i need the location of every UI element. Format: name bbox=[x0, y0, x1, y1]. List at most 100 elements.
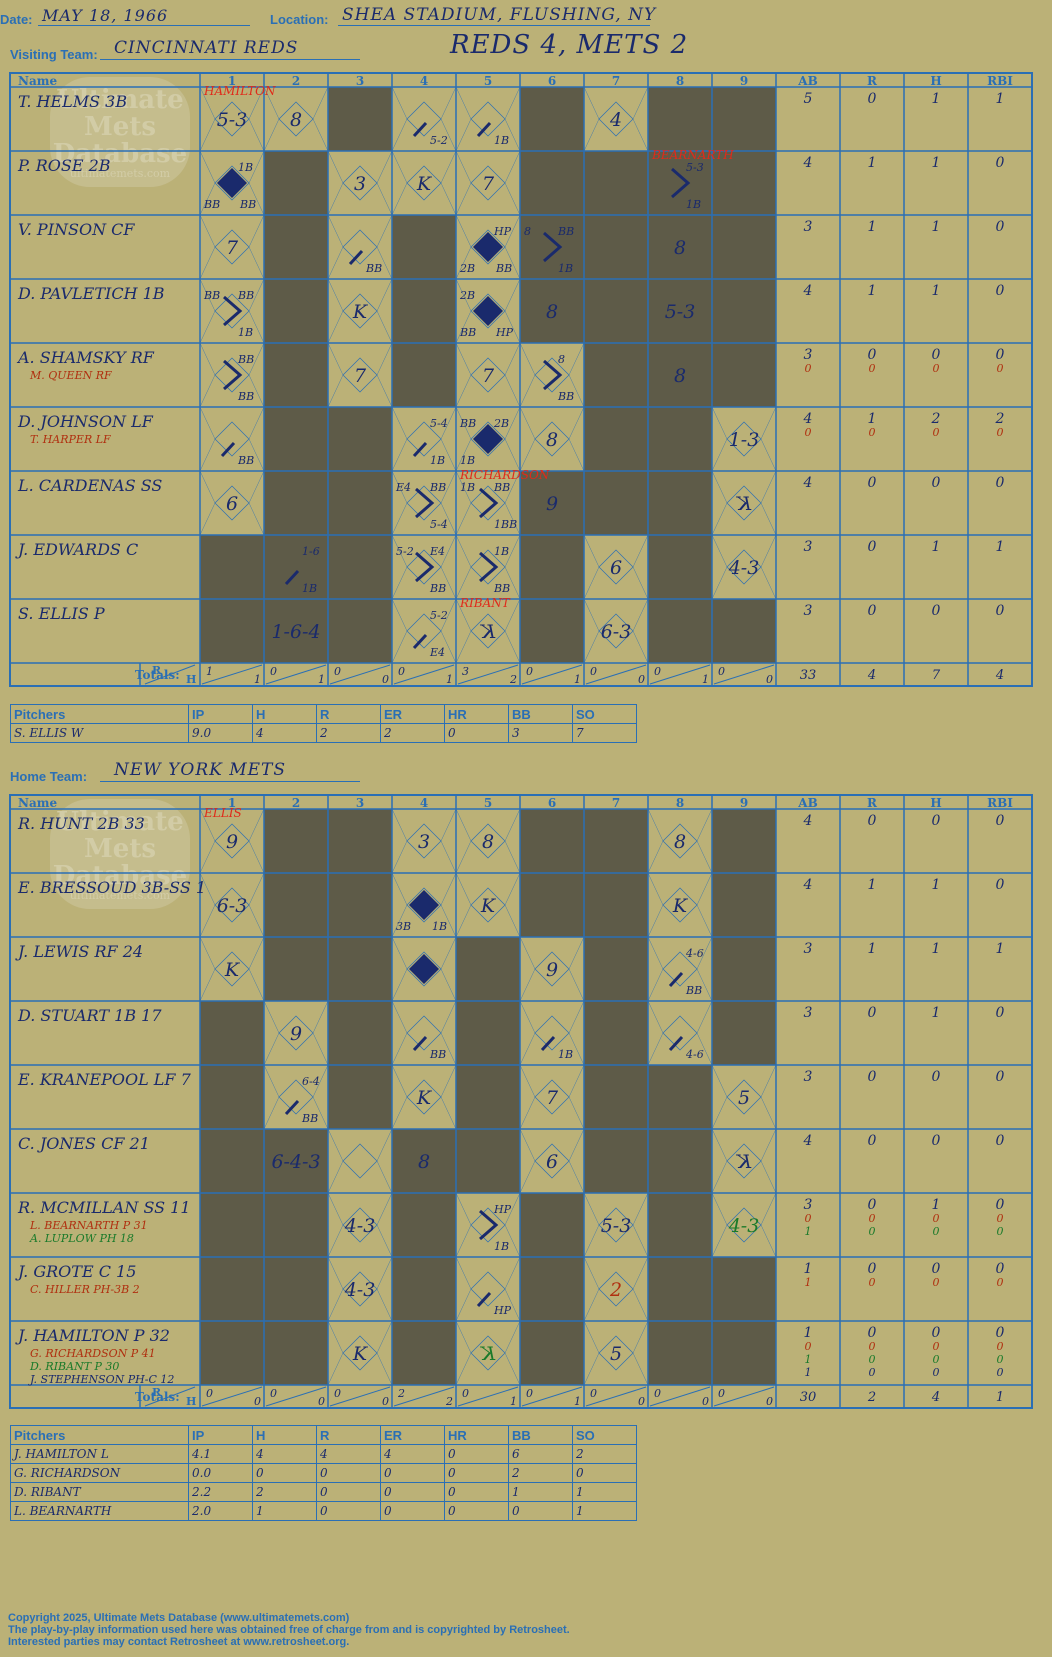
batter-stat: 4 bbox=[803, 475, 813, 491]
batter-name: A. SHAMSKY RF bbox=[16, 348, 155, 367]
base-diamond bbox=[406, 549, 442, 585]
cell-guide bbox=[199, 246, 216, 280]
cell-guide bbox=[327, 182, 344, 216]
cell-guide bbox=[440, 438, 457, 472]
cell-guide bbox=[327, 214, 344, 248]
play-result: 7 bbox=[482, 173, 495, 195]
batter-stat: 1 bbox=[932, 1005, 941, 1021]
cell-guide bbox=[632, 534, 649, 568]
totals-h-label: H bbox=[186, 1395, 196, 1408]
play-result: 9 bbox=[226, 831, 238, 853]
base-diamond bbox=[406, 1015, 442, 1051]
batter-stat: 1 bbox=[868, 155, 877, 171]
cell-guide bbox=[248, 470, 265, 504]
cell-guide bbox=[632, 1192, 649, 1226]
cell-guide bbox=[327, 1352, 344, 1386]
play-note: BB bbox=[239, 198, 256, 211]
pitcher-row: G. RICHARDSON 0.0 0 0 0 0 2 0 bbox=[10, 1463, 637, 1483]
play-result: K bbox=[352, 1343, 369, 1365]
inning-header: 4 bbox=[420, 74, 428, 88]
batter-name: J. GROTE C 15 bbox=[15, 1262, 136, 1281]
cell-guide bbox=[391, 840, 408, 874]
cell-guide bbox=[376, 1224, 393, 1258]
base-diamond bbox=[406, 613, 442, 649]
cell-guide bbox=[504, 86, 521, 120]
cell-guide bbox=[327, 1320, 344, 1354]
inning-hits-total: 2 bbox=[509, 673, 517, 686]
play-result: 8 bbox=[418, 1151, 430, 1173]
base-diamond bbox=[470, 101, 506, 137]
pitcher-stat: 2 bbox=[508, 1463, 573, 1483]
basepath-mark bbox=[415, 551, 435, 583]
cell-guide bbox=[504, 342, 521, 376]
batter-stat: 0 bbox=[996, 347, 1005, 363]
play-result: 4-3 bbox=[728, 1215, 760, 1237]
play-note: BB bbox=[429, 1048, 446, 1061]
shaded-cell bbox=[712, 279, 776, 343]
cell-guide bbox=[391, 566, 408, 600]
cell-guide bbox=[455, 872, 472, 906]
substitute-name: C. HILLER PH-3B 2 bbox=[30, 1283, 140, 1296]
inning-runs-total: 0 bbox=[334, 1387, 341, 1400]
base-diamond bbox=[598, 1207, 634, 1243]
batter-stat: 0 bbox=[868, 91, 877, 107]
cell-guide bbox=[583, 118, 600, 152]
cell-guide bbox=[312, 118, 329, 152]
cell-guide bbox=[248, 214, 265, 248]
base-diamond bbox=[214, 421, 250, 457]
play-note: BB bbox=[237, 454, 254, 467]
cell-guide bbox=[391, 904, 408, 938]
base-diamond bbox=[406, 165, 442, 201]
batter-stat: 0 bbox=[932, 1261, 941, 1277]
play-note: 5-2 bbox=[430, 134, 448, 147]
batter-stat: 4 bbox=[803, 1133, 813, 1149]
name-header: Name bbox=[18, 74, 57, 88]
batter-stat: 0 bbox=[868, 1197, 877, 1213]
totals-divider bbox=[457, 1386, 519, 1407]
stat-header: R bbox=[867, 74, 878, 88]
cell-guide bbox=[647, 968, 664, 1002]
inning-header: 7 bbox=[612, 796, 620, 810]
cell-guide bbox=[696, 1032, 713, 1066]
cell-guide bbox=[711, 470, 728, 504]
play-note: 6-4 bbox=[302, 1075, 320, 1088]
shaded-cell bbox=[584, 809, 648, 873]
shaded-cell bbox=[584, 279, 648, 343]
batter-stat: 3 bbox=[804, 941, 813, 957]
cell-guide bbox=[568, 1128, 585, 1162]
play-result: 6-4-3 bbox=[271, 1151, 320, 1173]
totals-divider bbox=[521, 664, 583, 685]
batter-stat: 3 bbox=[804, 219, 813, 235]
cell-guide bbox=[455, 150, 472, 184]
inning-header: 8 bbox=[676, 74, 684, 88]
cell-guide bbox=[376, 1128, 393, 1162]
base-diamond bbox=[406, 1079, 442, 1115]
base-diamond bbox=[278, 101, 314, 137]
cell-guide bbox=[455, 310, 472, 344]
cell-guide bbox=[263, 1096, 280, 1130]
batter-stat: 3 bbox=[804, 1069, 813, 1085]
batter-stat: 0 bbox=[932, 603, 941, 619]
cell-guide bbox=[519, 968, 536, 1002]
play-result: 6 bbox=[610, 557, 622, 579]
base-diamond bbox=[470, 887, 506, 923]
batter-stat: 0 bbox=[805, 1340, 812, 1353]
watermark-badge bbox=[50, 799, 190, 909]
base-diamond bbox=[406, 887, 442, 923]
base-diamond bbox=[598, 549, 634, 585]
totals-r-label: R bbox=[152, 1386, 162, 1399]
cell-guide bbox=[711, 1224, 728, 1258]
cell-guide bbox=[519, 374, 536, 408]
shaded-cell bbox=[264, 279, 328, 343]
cell-guide bbox=[327, 1256, 344, 1290]
watermark-url: ultimatemets.com bbox=[70, 889, 171, 902]
pitching-change-note: ELLIS bbox=[203, 806, 242, 820]
play-result: 5 bbox=[610, 1343, 622, 1365]
play-result: 5 bbox=[738, 1087, 750, 1109]
cell-guide bbox=[455, 904, 472, 938]
cell-guide bbox=[327, 310, 344, 344]
batter-stat: 1 bbox=[804, 1261, 813, 1277]
base-diamond bbox=[278, 1015, 314, 1051]
basepath-mark bbox=[284, 569, 300, 586]
